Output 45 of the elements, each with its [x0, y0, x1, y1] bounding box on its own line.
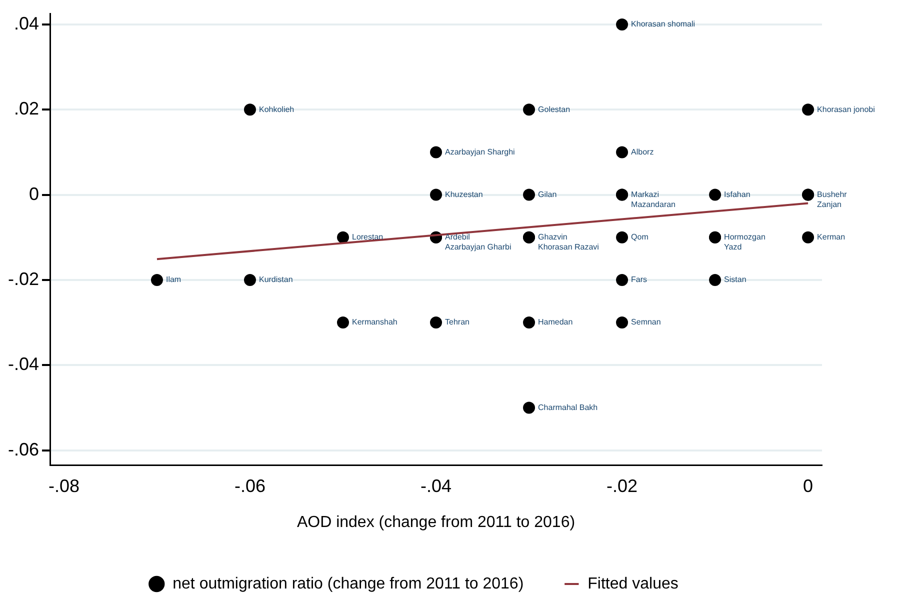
x-tick-label: -.04 [420, 476, 452, 496]
annotation: Kohkolieh [258, 104, 294, 114]
annotation: Khorasan shomali [631, 20, 696, 29]
x-tick-label: -.06 [234, 476, 266, 496]
y-tick-label: -.06 [8, 439, 40, 460]
annotation: Kurdistan [258, 275, 293, 284]
annotation: Lorestan [352, 232, 384, 242]
annotation: Bushehr [817, 190, 848, 199]
annotation: Charmahal Bakh [538, 402, 598, 412]
annotation: Khorasan Razavi [538, 242, 600, 252]
annotation: Khuzestan [445, 190, 483, 199]
annotation: Khorasan jonobi [817, 104, 876, 114]
annotation: Ardebil [445, 232, 470, 242]
legend-label: Fitted values [588, 575, 678, 592]
y-tick-label: -.04 [8, 354, 40, 374]
annotation: Hamedan [538, 318, 573, 327]
annotation: Yazd [724, 242, 742, 252]
annotation: Golestan [538, 104, 570, 114]
annotation: Ilam [166, 275, 182, 284]
legend-label: net outmigration ratio (change from 2011 to 2016) [172, 575, 524, 592]
annotation: Hormozgan [724, 232, 766, 242]
annotation: Gilan [538, 190, 557, 199]
y-tick-label: 0 [29, 184, 40, 204]
annotation: Kerman [817, 232, 846, 242]
annotation: Azarbayjan Gharbi [445, 242, 512, 252]
annotation: Qom [631, 232, 649, 242]
annotation: Tehran [445, 318, 470, 327]
annotation: Sistan [724, 275, 746, 284]
annotation: Fars [631, 275, 648, 284]
annotation: Isfahan [724, 190, 750, 199]
annotation: Kermanshah [352, 318, 398, 327]
annotation: Semnan [631, 318, 661, 327]
x-tick-label: 0 [803, 476, 814, 496]
x-tick-label: -.08 [48, 476, 80, 496]
x-axis-title: AOD index (change from 2011 to 2016) [296, 514, 576, 531]
annotation: Alborz [631, 147, 654, 156]
y-tick-label: .04 [14, 13, 40, 34]
annotation: Markazi [631, 190, 660, 199]
annotation: Zanjan [817, 200, 842, 209]
y-tick-label: .02 [14, 98, 40, 119]
x-tick-label: -.02 [606, 476, 638, 496]
annotation: Ghazvin [538, 232, 568, 242]
annotation: Mazandaran [631, 200, 676, 209]
annotation: Azarbayjan Sharghi [445, 147, 516, 156]
y-tick-label: -.02 [8, 268, 40, 289]
